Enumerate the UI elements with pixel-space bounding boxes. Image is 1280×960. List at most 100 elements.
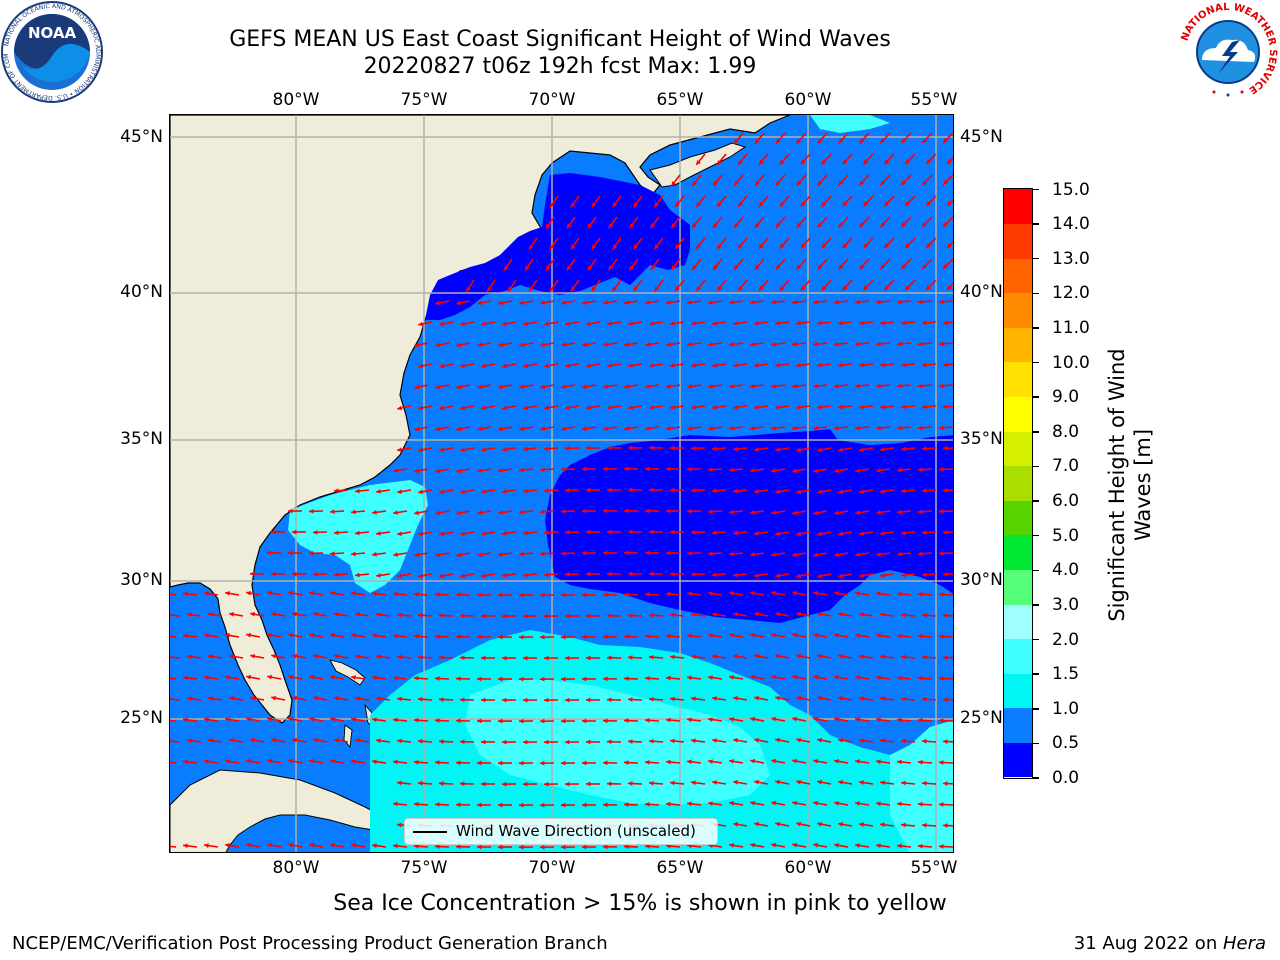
wave-direction-arrowhead [943,739,948,744]
wave-direction-arrowhead [477,760,482,766]
sea-ice-note-text: Sea Ice Concentration > 15% is shown in … [333,891,947,916]
lat-label-left-40n: 40°N [120,282,163,302]
wave-direction-arrowhead [477,342,483,348]
wave-direction-arrowhead [880,654,885,660]
wave-direction-arrowhead [271,611,277,617]
wave-direction-arrowhead [897,675,902,681]
wave-direction-arrowhead [792,590,798,596]
wave-direction-arrowhead [225,675,230,680]
wave-direction-arrowhead [834,716,839,722]
wave-direction-arrowhead [393,759,398,765]
wave-direction-arrowhead [544,530,549,536]
wave-direction-arrowhead [876,801,881,807]
wave-direction-arrowhead [292,695,298,701]
wave-direction-arrowhead [540,760,545,766]
wave-direction-arrowhead [439,531,445,537]
wave-direction-arrowhead [587,265,593,271]
wind-wave-map [169,114,954,853]
wave-direction-arrowhead [880,738,885,744]
wave-direction-arrowhead [666,591,671,597]
nws-logo: NATIONAL WEATHER SERVICE [1178,2,1278,102]
colorbar-segment [1004,707,1032,743]
wave-direction-arrowhead [267,716,273,722]
wave-direction-arrowhead [859,573,864,578]
wave-direction-arrowhead [901,362,906,368]
wave-direction-arrowhead [624,760,629,765]
wave-direction-arrowhead [372,675,377,681]
wave-direction-arrowhead [838,362,843,368]
wave-direction-arrowhead [876,717,881,723]
colorbar-segment [1004,742,1032,778]
wave-direction-arrowhead [922,822,927,828]
wave-direction-arrowhead [607,739,612,745]
wave-direction-arrowhead [330,509,335,514]
footer-branch: NCEP/EMC/Verification Post Processing Pr… [12,933,608,954]
wave-direction-arrowhead [666,466,671,472]
wave-direction-arrowhead [313,653,318,659]
wave-direction-arrowhead [712,738,717,743]
wave-direction-arrowhead [779,159,785,165]
wave-direction-arrowhead [775,264,781,270]
wave-direction-arrowhead [565,613,570,619]
wave-direction-arrowhead [628,781,633,786]
wave-direction-arrowhead [628,405,633,410]
lon-label-bottom-70w: 70°W [528,858,576,878]
colorbar-segment [1004,361,1032,398]
wave-direction-arrowhead [800,285,806,291]
wave-direction-arrowhead [939,718,944,723]
wave-direction-arrowhead [523,697,528,703]
wave-direction-arrowhead [351,717,356,722]
wave-direction-arrowhead [817,320,822,326]
wave-direction-arrowhead [876,510,881,515]
wave-direction-arrowhead [859,531,864,536]
wave-direction-arrowhead [435,802,440,807]
wave-direction-arrowhead [687,426,692,431]
wave-direction-arrowhead [876,633,881,639]
wave-direction-arrowhead [775,138,781,144]
wave-direction-arrowhead [649,529,654,535]
wave-direction-arrow [170,761,177,764]
wave-direction-arrowhead [204,759,209,764]
wave-direction-arrowhead [792,425,797,431]
wave-direction-arrowhead [456,802,461,808]
wave-direction-arrowhead [292,611,298,617]
wave-direction-arrowhead [582,550,587,556]
wave-direction-arrowhead [750,299,755,305]
colorbar-segment [1004,465,1032,501]
wave-direction-arrowhead [633,286,639,292]
wave-direction-arrowhead [460,613,465,619]
wave-direction-arrowhead [481,531,486,536]
wave-direction-arrowhead [565,781,570,787]
wave-direction-arrowhead [414,675,419,681]
wave-direction-arrowhead [649,405,654,410]
wave-direction-arrow [170,740,181,743]
wave-direction-arrowhead [901,446,906,452]
wave-direction-arrowhead [456,634,461,640]
lon-label-top-55w: 55°W [910,90,958,110]
wave-direction-arrowhead [838,180,844,186]
wave-direction-arrowhead [918,675,923,681]
wave-direction-arrowhead [750,425,755,431]
wave-direction-arrowhead [796,695,802,701]
wave-direction-arrowhead [733,780,738,785]
wave-direction-arrowhead [939,844,944,849]
band-0-0p5-north [425,173,690,320]
lon-label-bottom-60w: 60°W [784,858,832,878]
wave-direction-arrowhead [645,300,650,305]
wave-direction-arrowhead [460,781,465,787]
wave-direction-arrowhead [842,159,848,165]
wave-direction-arrowhead [880,780,885,786]
wave-direction-arrowhead [750,758,755,764]
wave-direction-arrowhead [712,572,717,578]
wave-direction-arrowhead [334,654,339,659]
wave-direction-arrowhead [330,842,335,848]
wave-direction-arrowhead [771,716,777,722]
wave-direction-arrowhead [884,243,890,249]
wave-direction-arrowhead [671,223,676,229]
wave-direction-arrowhead [456,300,462,306]
wave-direction-arrowhead [922,138,927,144]
wave-direction-arrowhead [334,530,339,536]
wave-direction-arrowhead [666,384,671,389]
wave-direction-arrowhead [775,320,780,326]
wave-direction-arrowhead [708,717,713,722]
